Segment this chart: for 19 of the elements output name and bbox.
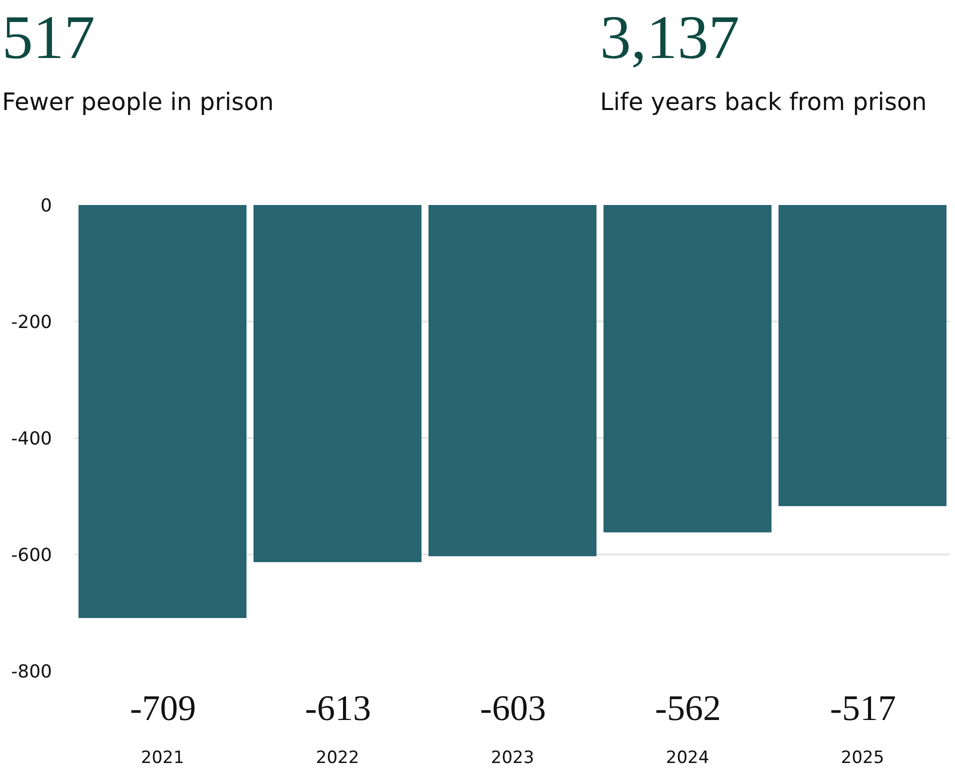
- x-tick-label: 2025: [840, 748, 884, 768]
- x-tick-label: 2023: [490, 748, 534, 768]
- text: Life years back from prison: [600, 88, 927, 116]
- x-tick-label: 2024: [666, 748, 710, 768]
- y-tick-label: -600: [11, 544, 52, 566]
- y-tick-label: -800: [11, 661, 52, 682]
- data-label: -562: [655, 688, 721, 728]
- x-tick-label: 2022: [316, 748, 360, 768]
- y-tick-label: -400: [11, 428, 52, 450]
- data-label: -517: [830, 688, 896, 728]
- text: Fewer people in prison: [2, 88, 274, 116]
- data-label: -709: [130, 688, 196, 728]
- data-label: -603: [480, 688, 546, 728]
- data-label: -613: [305, 688, 371, 728]
- text: 517: [2, 4, 95, 72]
- y-tick-label: 0: [40, 195, 52, 216]
- x-tick-label: 2021: [140, 748, 184, 768]
- y-tick-label: -200: [11, 312, 52, 333]
- text: 3,137: [600, 4, 740, 72]
